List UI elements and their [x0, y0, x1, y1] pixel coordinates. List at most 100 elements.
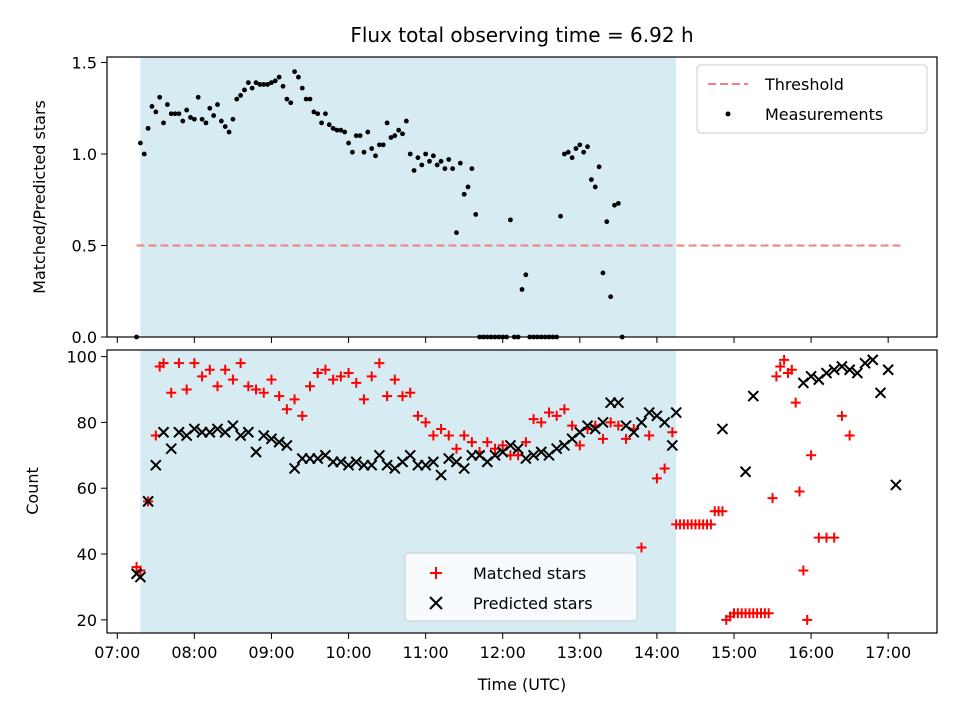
matched-star-point — [204, 364, 215, 375]
measurement-point — [400, 131, 405, 137]
predicted-star-point — [628, 426, 640, 438]
matched-star-point — [794, 486, 805, 497]
predicted-star-point — [281, 439, 293, 452]
measurement-point — [245, 80, 251, 86]
matched-star-point — [717, 506, 728, 517]
predicted-star-point — [512, 443, 524, 455]
predicted-star-point — [882, 364, 894, 376]
top-legend-box — [696, 64, 928, 134]
measurement-point — [226, 129, 232, 135]
predicted-star-point — [242, 426, 255, 438]
measurement-point — [138, 140, 143, 146]
x-tick-label: 13:00 — [557, 643, 603, 662]
measurement-point — [388, 135, 394, 140]
bottom-legend-box — [404, 552, 638, 622]
legend-predicted-label: Predicted stars — [473, 594, 593, 613]
matched-star-point — [212, 381, 223, 392]
predicted-star-point — [373, 449, 386, 462]
legend-predicted-swatch — [429, 596, 443, 610]
matched-star-point — [274, 391, 285, 402]
matched-star-point — [806, 450, 817, 461]
predicted-star-point — [670, 406, 682, 419]
measurement-point — [211, 113, 217, 118]
x-tick-label: 07:00 — [94, 643, 140, 662]
matched-star-point — [574, 440, 585, 451]
top-y-tick-label: 0.0 — [72, 328, 97, 347]
matched-star-point — [536, 417, 547, 428]
matched-star-point — [266, 374, 277, 385]
predicted-star-point — [288, 462, 301, 475]
legend-measurements-label: Measurements — [765, 105, 883, 124]
measurement-point — [396, 127, 402, 133]
measurement-point — [319, 120, 324, 126]
matched-star-point — [405, 387, 416, 398]
measurement-point — [307, 96, 313, 102]
bottom-y-axis-label: Count — [23, 467, 42, 515]
measurement-point — [446, 157, 452, 162]
predicted-star-point — [265, 433, 278, 445]
matched-star-point — [771, 371, 782, 382]
matched-star-point — [258, 387, 269, 398]
matched-star-point — [343, 368, 354, 379]
measurement-point — [588, 177, 594, 183]
measurement-point — [184, 107, 190, 113]
predicted-star-point — [150, 459, 162, 471]
matched-star-point — [374, 358, 385, 369]
matched-star-point — [335, 371, 346, 382]
measurement-point — [469, 166, 475, 172]
x-tick-label: 14:00 — [634, 643, 680, 662]
measurement-point — [380, 142, 386, 148]
measurement-point — [218, 118, 224, 124]
matched-star-point — [775, 361, 786, 372]
bottom-y-tick-label: 60 — [77, 479, 97, 498]
x-tick-label: 08:00 — [171, 643, 217, 662]
matched-star-point — [297, 410, 308, 421]
x-tick-label: 12:00 — [480, 643, 526, 662]
measurement-point — [392, 133, 398, 139]
measurement-point — [357, 133, 363, 139]
matched-star-point — [351, 377, 362, 388]
measurement-point — [276, 74, 282, 80]
measurement-points — [134, 69, 625, 340]
predicted-star-point — [458, 462, 470, 475]
measurement-point — [195, 94, 201, 100]
measurement-point — [141, 151, 147, 157]
measurement-point — [376, 142, 382, 148]
matched-star-point — [366, 371, 377, 382]
measurement-point — [585, 144, 590, 150]
bottom-y-tick-label: 100 — [66, 348, 97, 367]
matched-star-point — [705, 519, 716, 530]
measurement-point — [604, 219, 610, 225]
matched-star-point — [659, 463, 670, 474]
legend-measurements-swatch — [725, 111, 731, 117]
measurement-point — [407, 151, 413, 157]
predicted-star-point — [739, 466, 752, 478]
top-shaded-interval — [140, 57, 677, 337]
predicted-star-point — [234, 429, 247, 442]
measurement-point — [145, 125, 151, 131]
predicted-star-point — [859, 357, 871, 369]
x-axis-label: Time (UTC) — [477, 675, 566, 694]
matched-star-point — [197, 371, 208, 382]
measurement-point — [361, 149, 367, 155]
matched-star-point — [621, 433, 632, 444]
matched-star-point — [451, 443, 462, 454]
measurement-point — [176, 111, 182, 117]
measurement-point — [438, 158, 444, 164]
predicted-star-point — [134, 571, 147, 583]
measurement-point — [342, 129, 348, 135]
matched-star-point — [844, 430, 855, 441]
measurement-point — [288, 100, 294, 106]
measurement-point — [508, 217, 513, 223]
matched-star-point — [220, 364, 231, 375]
predicted-star-point — [828, 364, 840, 376]
predicted-star-point — [381, 459, 393, 471]
matched-star-point — [289, 394, 300, 405]
measurement-point — [415, 155, 421, 161]
matched-star-point — [567, 420, 578, 431]
bottom-x-ticks: 07:00 08:00 09:00 10:00 11:00 12:00 13:00 14:00… — [94, 633, 911, 662]
matched-star-point — [497, 440, 508, 451]
measurement-point — [284, 96, 290, 102]
predicted-star-point — [188, 423, 201, 435]
measurement-point — [419, 162, 425, 168]
